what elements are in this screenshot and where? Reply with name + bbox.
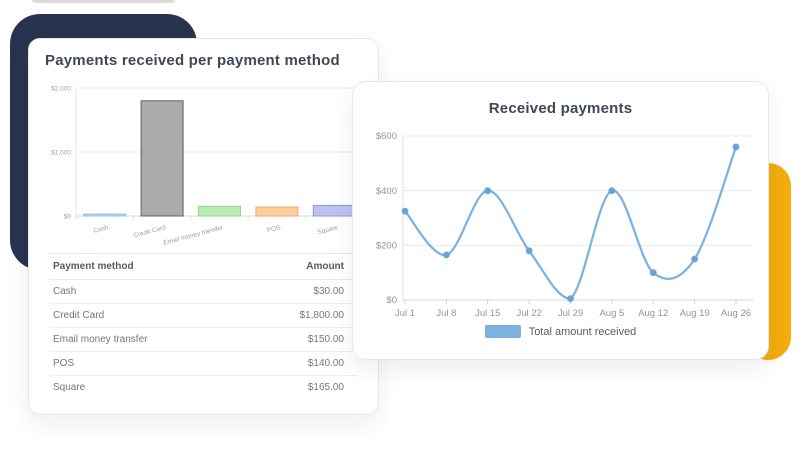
- payments-per-method-title: Payments received per payment method: [45, 52, 340, 69]
- line-x-tick-label: Jul 22: [516, 308, 541, 319]
- payment-method-cell: Square: [53, 382, 86, 393]
- line-chart: $0 $200 $400 $600 Jul 1 Jul 8 Jul 15 Jul 22 Jul …: [376, 131, 753, 319]
- payments-table: Payment method Amount Cash $30.00 Credit Ca…: [49, 253, 358, 399]
- data-point-jul-1[interactable]: [401, 207, 409, 215]
- received-payments-card: Received payments $0 $200 $400 $600 Jul 1 Jul…: [352, 81, 769, 360]
- line-x-tick-label: Aug 19: [680, 308, 710, 319]
- line-y-tick-label: $600: [376, 131, 397, 142]
- table-row: Cash $30.00: [49, 279, 358, 304]
- table-row: Email money transfer $150.00: [49, 327, 358, 352]
- payments-table-body: Cash $30.00 Credit Card $1,800.00 Email mone…: [49, 279, 358, 400]
- payments-per-method-card: Payments received per payment method $0 $…: [28, 38, 379, 415]
- bar-email-money-transfer[interactable]: [198, 205, 241, 217]
- bar-pos[interactable]: [255, 206, 299, 217]
- line-x-tick-label: Aug 5: [599, 308, 624, 319]
- legend-swatch: [484, 325, 521, 338]
- line-x-tick-label: Jul 29: [558, 308, 583, 319]
- data-point-aug-5[interactable]: [608, 187, 616, 195]
- amount-cell: $30.00: [240, 279, 358, 304]
- payments-table-head: Payment method Amount: [49, 253, 358, 280]
- bar-credit-card[interactable]: [140, 100, 184, 217]
- bar-x-tick-label: Email money transfer: [163, 224, 225, 247]
- line-series-path: [403, 145, 738, 300]
- bar-y-tick-label: $0: [64, 213, 72, 220]
- bar-y-tick-label: $1,000: [51, 149, 71, 156]
- amount-cell: $140.00: [240, 351, 358, 376]
- data-point-jul-29[interactable]: [567, 295, 574, 303]
- line-y-tick-label: $0: [386, 295, 397, 306]
- top-card-edge-decoration: [32, 0, 175, 3]
- table-row: Credit Card $1,800.00: [49, 303, 358, 328]
- data-point-aug-12[interactable]: [649, 269, 657, 277]
- data-point-jul-15[interactable]: [484, 187, 492, 195]
- payment-method-cell: POS: [49, 351, 241, 376]
- legend-label: Total amount received: [528, 325, 637, 338]
- line-y-tick-label: $400: [376, 186, 397, 197]
- line-x-tick-label: Jul 15: [475, 308, 500, 319]
- table-header-row: Payment method Amount: [49, 253, 358, 280]
- payment-method-cell: Credit Card: [49, 303, 241, 328]
- column-header-amount: Amount: [240, 253, 358, 280]
- chart-legend: Total amount received: [353, 325, 768, 338]
- line-x-tick-label: Aug 12: [638, 308, 668, 319]
- data-point-jul-8[interactable]: [442, 251, 450, 259]
- payment-method-cell: Email money transfer: [49, 327, 241, 352]
- line-y-tick-label: $200: [376, 241, 397, 252]
- amount-cell: $150.00: [240, 327, 358, 352]
- payment-method-cell: Cash: [49, 279, 241, 304]
- table-row: Square $165.00: [49, 376, 358, 400]
- line-x-tick-label: Jul 1: [395, 308, 415, 319]
- data-point-aug-26[interactable]: [732, 143, 740, 151]
- bar-x-tick-label: POS: [266, 224, 282, 234]
- bar-cash[interactable]: [83, 213, 127, 217]
- amount-cell: $1,800.00: [240, 303, 358, 328]
- payments-table-container: Payment method Amount Cash $30.00 Credit Ca…: [49, 253, 358, 399]
- table-row: POS $140.00: [49, 351, 358, 376]
- received-payments-title: Received payments: [488, 100, 633, 117]
- line-x-tick-label: Jul 8: [436, 308, 456, 319]
- bar-y-tick-label: $2,000: [51, 85, 71, 92]
- bar-x-tick-label: Cash: [93, 224, 110, 235]
- bar-x-tick-label: Credit Card: [133, 224, 167, 239]
- amount-cell: $165.00: [307, 382, 344, 393]
- line-x-tick-label: Aug 26: [721, 308, 751, 319]
- bar-x-tick-label: Square: [317, 224, 339, 236]
- data-point-jul-22[interactable]: [525, 247, 533, 255]
- column-header-payment-method: Payment method: [49, 253, 241, 280]
- data-point-aug-19[interactable]: [691, 255, 699, 263]
- bar-square[interactable]: [312, 204, 356, 217]
